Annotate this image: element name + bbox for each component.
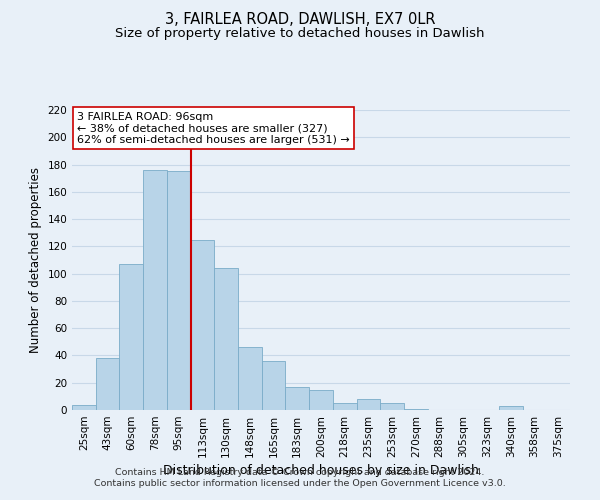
X-axis label: Distribution of detached houses by size in Dawlish: Distribution of detached houses by size …	[163, 464, 479, 477]
Bar	[404, 408, 428, 410]
Bar	[238, 348, 262, 410]
Bar	[262, 361, 286, 410]
Bar	[119, 264, 143, 410]
Bar	[96, 358, 119, 410]
Bar	[333, 403, 356, 410]
Bar	[309, 390, 333, 410]
Text: 3 FAIRLEA ROAD: 96sqm
← 38% of detached houses are smaller (327)
62% of semi-det: 3 FAIRLEA ROAD: 96sqm ← 38% of detached …	[77, 112, 350, 144]
Bar	[356, 399, 380, 410]
Text: Size of property relative to detached houses in Dawlish: Size of property relative to detached ho…	[115, 28, 485, 40]
Bar	[167, 172, 191, 410]
Bar	[191, 240, 214, 410]
Text: 3, FAIRLEA ROAD, DAWLISH, EX7 0LR: 3, FAIRLEA ROAD, DAWLISH, EX7 0LR	[165, 12, 435, 28]
Bar	[72, 404, 96, 410]
Text: Contains HM Land Registry data © Crown copyright and database right 2024.
Contai: Contains HM Land Registry data © Crown c…	[94, 468, 506, 487]
Bar	[499, 406, 523, 410]
Bar	[143, 170, 167, 410]
Bar	[380, 403, 404, 410]
Y-axis label: Number of detached properties: Number of detached properties	[29, 167, 42, 353]
Bar	[214, 268, 238, 410]
Bar	[286, 387, 309, 410]
